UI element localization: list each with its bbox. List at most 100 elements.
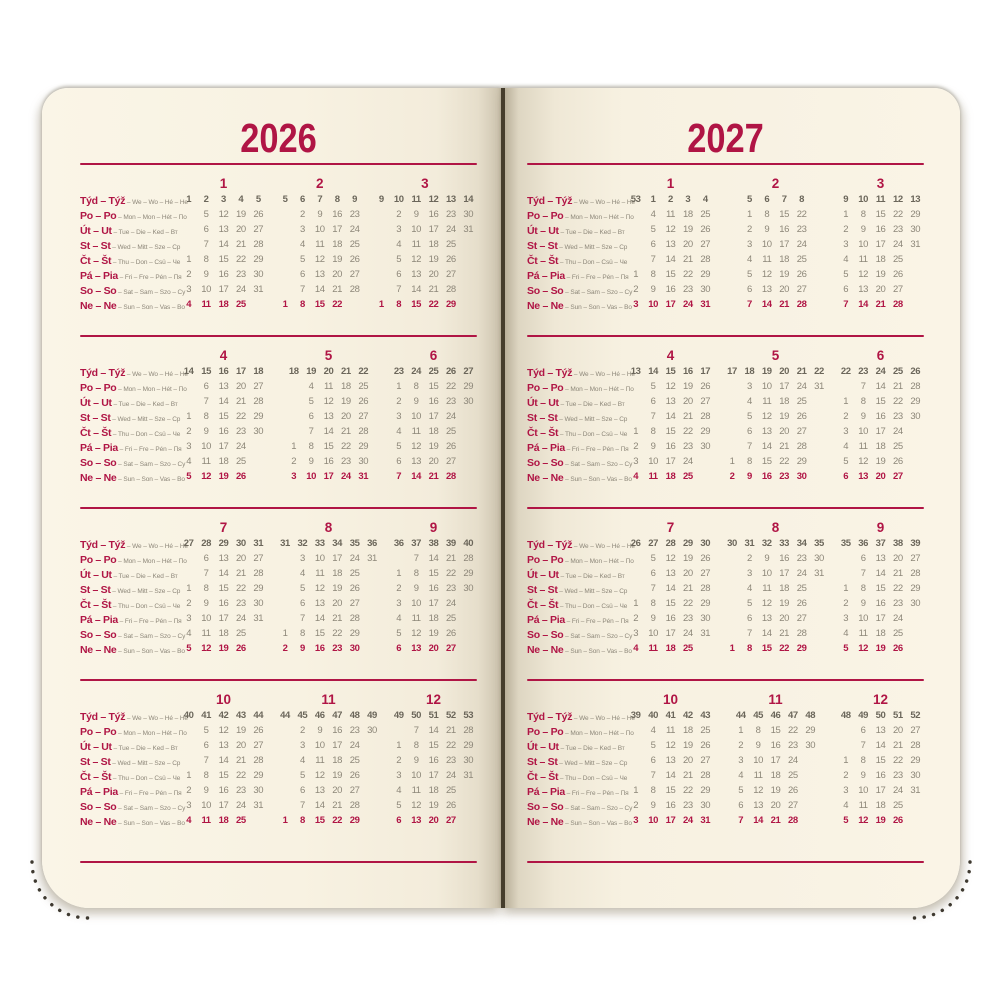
date-cell: 20 bbox=[235, 740, 246, 751]
date-cell: 20 bbox=[875, 284, 886, 295]
date-cell: 5 bbox=[650, 224, 656, 235]
date-cell: 8 bbox=[746, 456, 752, 467]
day-label-translations: – Sat – Sam – Szo – Су bbox=[563, 805, 633, 812]
date-cell: 12 bbox=[411, 441, 421, 452]
date-cell: 9 bbox=[860, 770, 866, 781]
date-cell bbox=[285, 394, 302, 409]
date-cell: 10 bbox=[411, 411, 421, 422]
day-label-translations: – We – Wo – Hé – Не bbox=[125, 199, 188, 206]
separator-rule bbox=[527, 335, 924, 337]
week-number-cell: 7 bbox=[781, 194, 787, 205]
day-label-primary: Út – Ut bbox=[527, 569, 559, 581]
sunday-date-cell: 13 bbox=[411, 643, 422, 654]
week-number-cell: 21 bbox=[340, 366, 351, 377]
date-cell: 17 bbox=[875, 785, 886, 796]
date-cell: 6 bbox=[396, 456, 402, 467]
date-cell: 29 bbox=[796, 456, 807, 467]
date-cell bbox=[363, 753, 380, 768]
day-label-row: Út – Ut – Tue – Die – Ked – Вт bbox=[80, 566, 180, 581]
date-cell: 24 bbox=[796, 381, 807, 392]
week-number-cell: 22 bbox=[814, 366, 824, 377]
sunday-date-cell bbox=[460, 297, 477, 312]
date-cell: 12 bbox=[314, 770, 325, 781]
date-cell: 8 bbox=[413, 568, 419, 579]
date-cell: 30 bbox=[700, 284, 711, 295]
date-cell: 9 bbox=[650, 441, 656, 452]
date-cell: 29 bbox=[253, 770, 264, 781]
date-cell: 4 bbox=[396, 785, 402, 796]
month-number: 2 bbox=[771, 176, 780, 191]
date-cell: 15 bbox=[428, 740, 439, 751]
calendar-quarter-block: Týd – Týž – We – Wo – Hé – Не Po – Po – M… bbox=[80, 165, 477, 335]
date-cell: 6 bbox=[299, 269, 305, 280]
month-grid: 13 14 15 16 17 5 12 19 26 6 13 20 27 7 14 21 28 1 8 15 22 29 2… bbox=[627, 364, 714, 484]
day-label-row: Ne – Ne – Sun – Son – Vas – Во bbox=[80, 469, 185, 484]
date-cell: 27 bbox=[700, 396, 711, 407]
date-cell: 14 bbox=[875, 381, 886, 392]
date-cell: 26 bbox=[700, 381, 711, 392]
calendar-quarter-block: Týd – Týž – We – Wo – Hé – Не Po – Po – M… bbox=[80, 681, 477, 861]
date-cell: 3 bbox=[738, 755, 744, 766]
week-number-cell: 26 bbox=[630, 538, 641, 549]
date-cell: 24 bbox=[349, 224, 360, 235]
week-number-cell: 48 bbox=[349, 710, 360, 721]
date-cell: 4 bbox=[299, 239, 305, 250]
date-cell: 10 bbox=[858, 613, 869, 624]
months-row: 1 53 1 2 3 4 4 11 18 25 5 12 19 26 6 13 20 27 7 14 21 28 1 8 15 2… bbox=[627, 165, 924, 335]
sunday-date-cell: 21 bbox=[428, 471, 439, 482]
day-label-row: Po – Po – Mon – Mon – Hét – По bbox=[527, 551, 634, 566]
sunday-date-cell: 29 bbox=[796, 643, 807, 654]
week-number-cell: 44 bbox=[280, 710, 290, 721]
day-label-translations: – Mon – Mon – Hét – По bbox=[563, 558, 634, 565]
day-label-primary: Po – Po bbox=[80, 554, 117, 566]
week-number-cell: 53 bbox=[630, 194, 641, 205]
date-cell: 23 bbox=[349, 725, 360, 736]
date-cell: 30 bbox=[700, 613, 711, 624]
week-number-cell: 29 bbox=[682, 538, 693, 549]
date-cell: 30 bbox=[253, 785, 264, 796]
date-cell: 2 bbox=[633, 441, 639, 452]
date-cell: 28 bbox=[796, 628, 807, 639]
date-cell: 4 bbox=[746, 396, 752, 407]
date-cell: 17 bbox=[428, 224, 439, 235]
separator-rule bbox=[80, 861, 477, 863]
date-cell bbox=[907, 439, 924, 454]
day-label-translations: – We – Wo – Hé – Не bbox=[125, 715, 188, 722]
date-cell: 2 bbox=[396, 209, 402, 220]
date-cell: 2 bbox=[396, 755, 402, 766]
date-cell bbox=[627, 753, 644, 768]
date-cell: 16 bbox=[323, 456, 334, 467]
date-cell: 16 bbox=[428, 396, 439, 407]
month-grid: 5 6 7 8 9 2 9 16 23 3 10 17 24 4 11 18 25 5 12 19 26 6 13 20 27 7… bbox=[276, 192, 363, 312]
date-cell: 23 bbox=[446, 396, 456, 407]
date-cell: 18 bbox=[218, 456, 229, 467]
date-cell: 12 bbox=[411, 800, 422, 811]
date-cell: 19 bbox=[682, 553, 693, 564]
date-cell: 2 bbox=[299, 725, 305, 736]
month-number: 11 bbox=[768, 692, 783, 707]
date-cell: 1 bbox=[746, 209, 752, 220]
date-cell: 29 bbox=[463, 568, 474, 579]
sunday-date-cell: 27 bbox=[446, 643, 456, 654]
date-cell: 16 bbox=[428, 209, 439, 220]
day-label-primary: Čt – Št bbox=[80, 771, 112, 783]
date-cell: 2 bbox=[746, 553, 752, 564]
month-grid: 48 49 50 51 52 6 13 20 27 7 14 21 28 1 8 15 22 29 2 9 16 23 30… bbox=[837, 708, 924, 828]
date-cell bbox=[276, 783, 293, 798]
day-label-row: Týd – Týž – We – Wo – Hé – Не bbox=[527, 708, 635, 723]
sunday-date-cell: 7 bbox=[746, 299, 752, 310]
date-cell: 1 bbox=[843, 396, 849, 407]
day-labels-column: Týd – Týž – We – Wo – Hé – Не Po – Po – M… bbox=[80, 337, 188, 507]
month-grid: 30 31 32 33 34 35 2 9 16 23 30 3 10 17 24 31 4 11 18 25 5 12 1… bbox=[723, 536, 827, 656]
separator-rule bbox=[527, 679, 924, 681]
date-cell: 18 bbox=[875, 628, 886, 639]
date-cell: 29 bbox=[805, 725, 816, 736]
day-label-row: Týd – Týž – We – Wo – Hé – Не bbox=[80, 708, 188, 723]
date-cell: 8 bbox=[764, 209, 770, 220]
date-cell: 30 bbox=[463, 583, 474, 594]
date-cell: 31 bbox=[367, 553, 377, 564]
sunday-date-cell: 31 bbox=[358, 471, 369, 482]
sunday-date-cell bbox=[802, 813, 819, 828]
date-cell: 28 bbox=[349, 284, 360, 295]
date-cell: 24 bbox=[235, 284, 246, 295]
